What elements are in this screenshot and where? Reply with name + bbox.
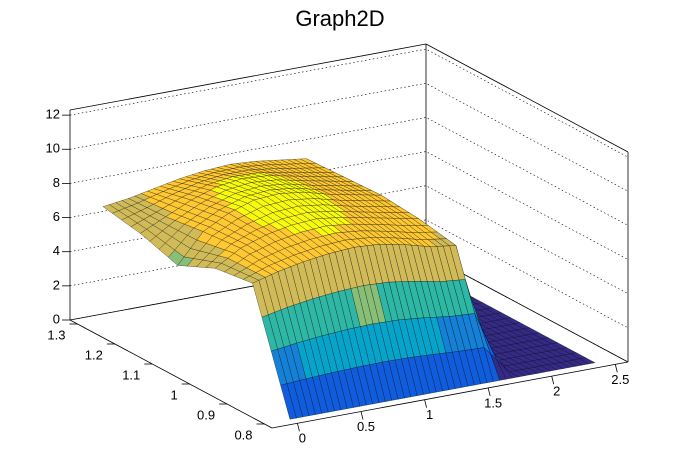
y-tick-label: 1 <box>170 387 177 402</box>
z-tick-label: 6 <box>53 209 60 224</box>
y-tick-label: 1.1 <box>122 367 140 382</box>
x-tick-label: 0.5 <box>357 419 375 434</box>
x-tick-label: 1 <box>426 407 433 422</box>
y-tick-label: 0.9 <box>197 407 215 422</box>
x-tick-label: 1.5 <box>484 395 502 410</box>
y-tick-label: 0.8 <box>234 427 252 442</box>
grid-line <box>69 48 629 158</box>
box-edge <box>425 43 629 153</box>
chart-title: Graph2D <box>295 6 384 31</box>
z-tick-label: 12 <box>46 107 60 122</box>
grid-line <box>69 253 629 363</box>
grid-line <box>69 82 629 192</box>
y-tick-label: 1.3 <box>47 327 65 342</box>
x-tick <box>551 376 555 385</box>
x-tick <box>487 387 491 397</box>
x-tick <box>614 364 618 373</box>
x-tick-label: 0 <box>299 431 306 446</box>
x-tick-label: 2 <box>553 384 560 399</box>
x-axis <box>271 361 629 429</box>
z-tick-label: 10 <box>46 141 60 156</box>
surface-cell <box>280 383 297 420</box>
x-tick <box>297 423 300 432</box>
x-tick-label: 2.5 <box>611 372 629 387</box>
y-tick-label: 1.2 <box>85 347 103 362</box>
z-tick-label: 8 <box>53 175 60 190</box>
z-tick-label: 4 <box>53 243 60 258</box>
x-tick <box>360 411 364 420</box>
box-edge <box>69 43 427 111</box>
y-axis <box>69 319 273 429</box>
z-tick-label: 0 <box>53 311 60 326</box>
x-tick <box>424 399 427 408</box>
z-tick-label: 2 <box>53 277 60 292</box>
grid-line <box>69 117 629 226</box>
